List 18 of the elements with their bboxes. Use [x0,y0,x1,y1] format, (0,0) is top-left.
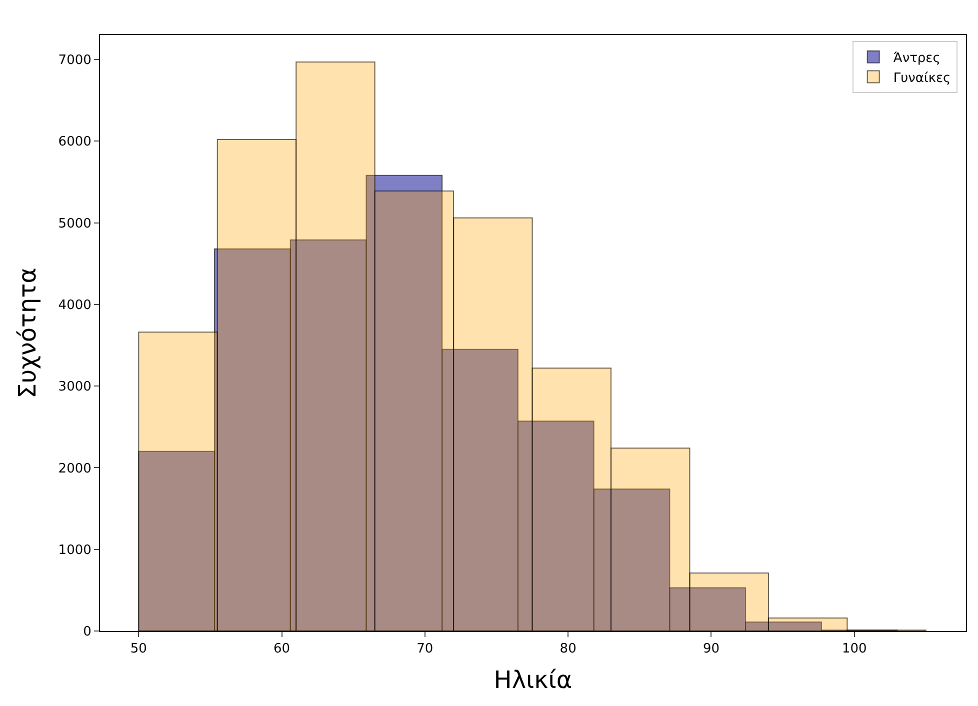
x-axis-title: Ηλικία [494,666,572,694]
y-tick-label: 5000 [58,216,92,232]
y-tick-label: 6000 [58,134,92,150]
y-tick-label: 2000 [58,461,92,476]
y-tick-label: 4000 [58,298,92,313]
x-tick-label: 70 [416,642,434,657]
legend-label: Άντρες [893,50,940,66]
y-tick-label: 1000 [58,542,92,558]
legend-label: Γυναίκες [893,70,951,86]
x-tick-label: 100 [842,642,867,657]
x-tick-label: 60 [274,642,290,657]
y-tick-label: 7000 [58,53,92,68]
y-tick-label: 0 [83,624,92,640]
y-axis-title: Συχνότητα [13,268,42,398]
x-tick-label: 90 [702,642,720,657]
y-tick-label: 3000 [58,380,92,395]
x-tick-label: 80 [560,642,576,657]
x-tick-label: 50 [130,642,147,657]
